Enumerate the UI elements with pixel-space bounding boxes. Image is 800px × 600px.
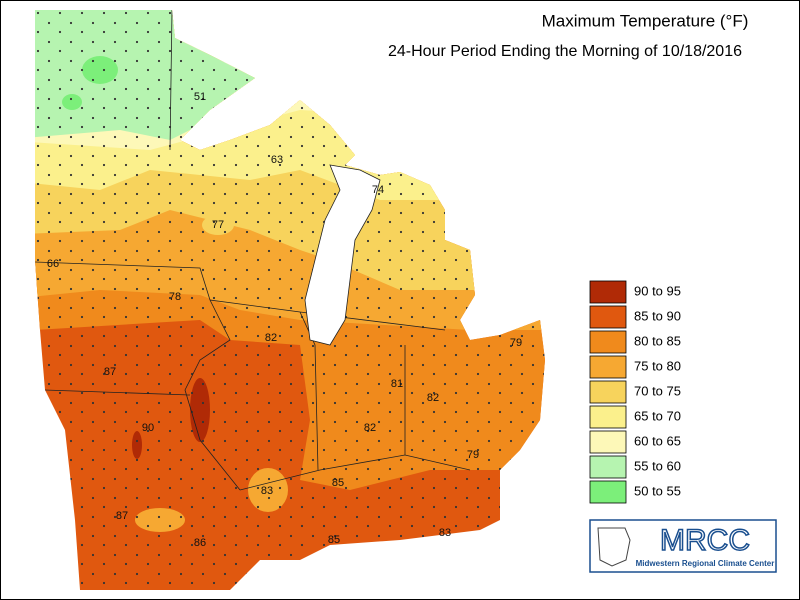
station-labels: 51 63 74 77 66 78 82 87 90 81 82 82 79 79 83 85 87 86 85 83 xyxy=(47,91,522,549)
station-label: 85 xyxy=(332,477,344,489)
station-label: 82 xyxy=(364,422,376,434)
legend-swatch xyxy=(589,455,627,479)
legend-label: 80 to 85 xyxy=(634,333,681,348)
station-label: 82 xyxy=(265,332,277,344)
station-label: 87 xyxy=(116,510,128,522)
legend-label: 55 to 60 xyxy=(634,458,681,473)
legend-swatch xyxy=(589,405,627,429)
legend-swatch xyxy=(589,330,627,354)
legend-swatch xyxy=(589,280,627,304)
station-label: 87 xyxy=(104,366,116,378)
legend-swatch xyxy=(589,430,627,454)
station-label: 51 xyxy=(194,91,206,103)
legend-label: 75 to 80 xyxy=(634,358,681,373)
station-label: 63 xyxy=(271,154,283,166)
lake-michigan xyxy=(304,164,381,346)
station-label: 79 xyxy=(467,449,479,461)
station-label: 78 xyxy=(169,291,181,303)
logo: MRCC Midwestern Regional Climate Center xyxy=(589,519,777,573)
station-label: 90 xyxy=(142,422,154,434)
station-label: 83 xyxy=(261,485,273,497)
station-label: 83 xyxy=(439,527,451,539)
station-label: 66 xyxy=(47,258,59,270)
logo-subtitle: Midwestern Regional Climate Center xyxy=(636,559,775,568)
legend-swatch xyxy=(589,355,627,379)
legend-label: 70 to 75 xyxy=(634,383,681,398)
logo-title: MRCC xyxy=(660,524,750,557)
logo-box xyxy=(589,519,777,573)
map-title: Maximum Temperature (°F) xyxy=(542,11,749,30)
legend-label: 90 to 95 xyxy=(634,283,681,298)
legend-swatch xyxy=(589,305,627,329)
station-label: 86 xyxy=(194,537,206,549)
legend-label: 50 to 55 xyxy=(634,483,681,498)
station-label: 74 xyxy=(372,184,384,196)
legend: 90 to 95 85 to 90 80 to 85 75 to 80 70 to 75… xyxy=(589,280,681,504)
legend-label: 60 to 65 xyxy=(634,433,681,448)
state-borders xyxy=(35,10,471,491)
legend-swatch xyxy=(589,380,627,404)
legend-swatch xyxy=(589,480,627,504)
legend-label: 85 to 90 xyxy=(634,308,681,323)
station-label: 81 xyxy=(391,378,403,390)
station-label: 79 xyxy=(510,337,522,349)
logo-map xyxy=(597,527,631,567)
station-label: 82 xyxy=(427,392,439,404)
map-subtitle: 24-Hour Period Ending the Morning of 10/… xyxy=(388,43,742,60)
station-label: 77 xyxy=(212,219,224,231)
legend-label: 65 to 70 xyxy=(634,408,681,423)
station-label: 85 xyxy=(328,534,340,546)
